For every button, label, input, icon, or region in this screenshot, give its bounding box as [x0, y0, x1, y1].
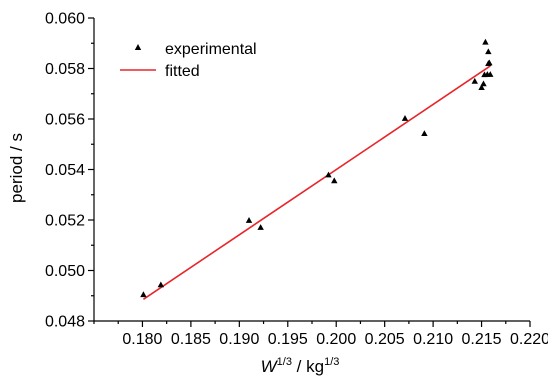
x-axis-label: W1/3 / kg1/3	[261, 356, 340, 376]
data-point	[245, 217, 253, 223]
data-point	[480, 80, 487, 87]
y-tick-label: 0.048	[45, 314, 85, 331]
y-tick-label: 0.056	[45, 112, 85, 129]
x-tick-label: 0.180	[122, 331, 162, 348]
data-point	[485, 48, 492, 55]
data-point	[486, 59, 493, 66]
legend-marker-experimental	[134, 44, 142, 50]
y-tick-label: 0.054	[45, 162, 85, 179]
x-tick-label: 0.190	[219, 331, 259, 348]
x-tick-label: 0.205	[365, 331, 405, 348]
x-tick-label: 0.220	[510, 331, 548, 348]
data-point	[478, 84, 485, 91]
data-point	[421, 130, 428, 136]
x-axis-label-mid: / kg	[292, 357, 324, 376]
data-point	[487, 71, 494, 77]
data-point	[401, 115, 409, 121]
x-tick-label: 0.200	[316, 331, 356, 348]
axis-frame	[93, 18, 530, 322]
data-point	[257, 224, 264, 230]
legend: experimental fitted	[120, 41, 257, 80]
x-ticks: 0.180 0.185 0.190 0.195 0.200 0.205 0.210 0.215…	[93, 321, 548, 348]
legend-label-experimental: experimental	[165, 41, 257, 58]
data-point	[140, 291, 147, 298]
y-ticks: 0.048 0.050 0.052 0.054 0.056 0.058 0.060	[45, 11, 94, 331]
data-point	[325, 171, 332, 178]
x-tick-label: 0.210	[413, 331, 453, 348]
x-tick-label: 0.195	[268, 331, 308, 348]
legend-label-fitted: fitted	[165, 63, 200, 80]
y-tick-label: 0.060	[45, 11, 85, 28]
y-tick-label: 0.052	[45, 213, 85, 230]
fitted-line	[142, 65, 491, 300]
axes	[93, 18, 530, 322]
y-axis-label: period / s	[7, 133, 26, 203]
x-axis-label-sup1: 1/3	[277, 356, 292, 368]
data-point	[471, 77, 478, 84]
experimental-series	[140, 38, 494, 298]
x-axis-label-main: W	[261, 357, 279, 376]
fitted-series	[142, 65, 491, 300]
data-point	[331, 177, 338, 184]
data-point	[157, 281, 165, 288]
x-tick-label: 0.215	[462, 331, 502, 348]
x-axis-label-sup2: 1/3	[324, 356, 339, 368]
data-point	[482, 38, 489, 45]
y-tick-label: 0.058	[45, 61, 85, 78]
y-tick-label: 0.050	[45, 263, 85, 280]
x-tick-label: 0.185	[171, 331, 211, 348]
